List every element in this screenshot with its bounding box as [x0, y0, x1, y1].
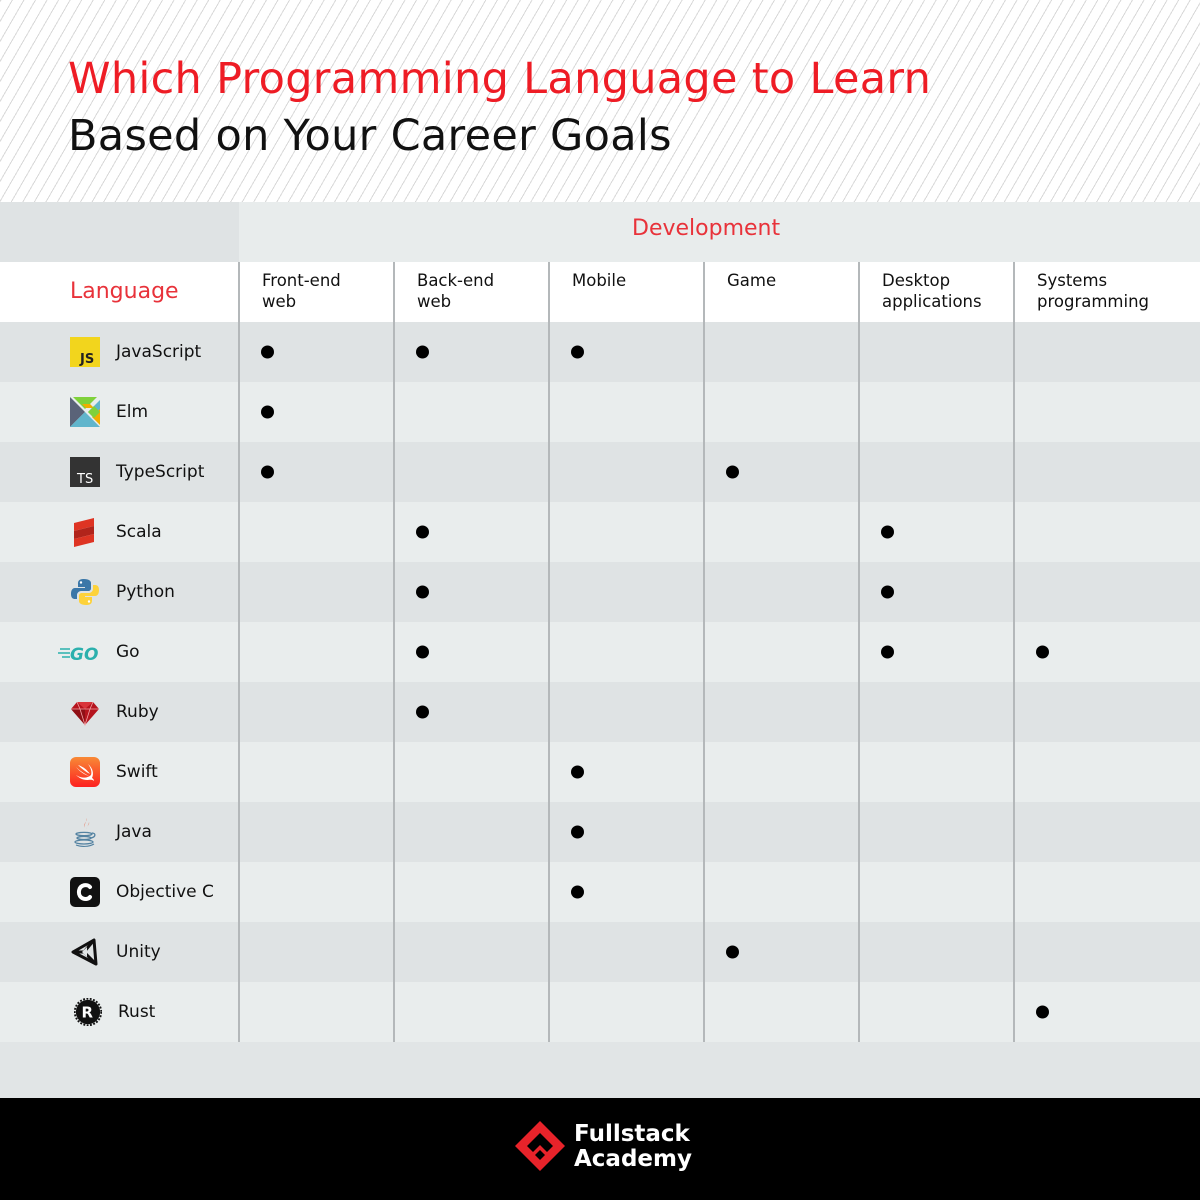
column-divider — [858, 262, 860, 1042]
column-header-line: Mobile — [572, 271, 627, 290]
table-row: Objective C — [0, 862, 1200, 922]
check-dot — [571, 825, 584, 839]
brand-line-2: Academy — [574, 1146, 692, 1172]
column-divider — [393, 262, 395, 1042]
svg-text:JS: JS — [79, 352, 94, 367]
table-row: Scala — [0, 502, 1200, 562]
brand-line-1: Fullstack — [574, 1121, 690, 1147]
svg-text:GO: GO — [70, 645, 98, 665]
fullstack-academy-brand: Fullstack Academy — [574, 1122, 692, 1172]
language-name: Objective C — [116, 882, 214, 902]
check-dot — [726, 465, 739, 479]
column-divider — [238, 262, 240, 1042]
unity-icon — [71, 938, 98, 966]
column-divider — [1013, 262, 1015, 1042]
group-header-band — [239, 202, 1200, 262]
check-dot — [416, 585, 429, 599]
table-row: TS TypeScript — [0, 442, 1200, 502]
language-name: Python — [116, 582, 175, 602]
check-dot — [1036, 1005, 1049, 1019]
check-dot — [261, 465, 274, 479]
check-dot — [416, 345, 429, 359]
language-name: Java — [116, 822, 152, 842]
language-name: TypeScript — [116, 462, 205, 482]
language-name: JavaScript — [116, 342, 202, 362]
check-dot — [571, 765, 584, 779]
table-row: R Rust — [0, 982, 1200, 1042]
typescript-icon: TS — [70, 457, 100, 487]
check-dot — [571, 885, 584, 899]
table-row: Unity — [0, 922, 1200, 982]
table-row: JS JavaScript — [0, 322, 1200, 382]
column-header-line: applications — [882, 292, 982, 311]
python-icon — [71, 579, 99, 605]
column-divider — [548, 262, 550, 1042]
objective-c-icon — [70, 877, 100, 907]
column-header-front-end-web: Front-end web — [262, 270, 341, 312]
footer — [0, 1098, 1200, 1200]
scala-icon — [74, 518, 94, 547]
column-header-line: web — [417, 292, 452, 311]
column-header-back-end-web: Back-end web — [417, 270, 494, 312]
language-name: Swift — [116, 762, 158, 782]
language-column-header: Language — [70, 279, 179, 304]
table-row: Swift — [0, 742, 1200, 802]
language-name: Unity — [116, 942, 161, 962]
column-header-desktop-applications: Desktop applications — [882, 270, 982, 312]
language-name: Scala — [116, 522, 162, 542]
check-dot — [571, 345, 584, 359]
column-header-line: Back-end — [417, 271, 495, 290]
check-dot — [261, 345, 274, 359]
column-header-systems-programming: Systems programming — [1037, 270, 1149, 312]
check-dot — [416, 525, 429, 539]
check-dot — [881, 645, 894, 659]
svg-text:R: R — [81, 1004, 93, 1022]
table-row: Ruby — [0, 682, 1200, 742]
hero-header: Which Programming Language to Learn Base… — [0, 0, 1200, 202]
column-header-mobile: Mobile — [572, 270, 626, 291]
column-header-row — [0, 262, 1200, 322]
column-header-line: Front-end — [262, 271, 341, 290]
column-divider — [703, 262, 705, 1042]
rust-icon: R — [74, 998, 102, 1026]
title-line-1: Which Programming Language to Learn — [68, 54, 932, 104]
check-dot — [416, 645, 429, 659]
title-line-2: Based on Your Career Goals — [68, 111, 672, 161]
language-name: Elm — [116, 402, 149, 422]
column-header-line: Game — [727, 271, 777, 290]
check-dot — [1036, 645, 1049, 659]
check-dot — [881, 525, 894, 539]
table-row: Elm — [0, 382, 1200, 442]
column-header-line: Desktop — [882, 271, 951, 290]
check-dot — [261, 405, 274, 419]
swift-icon — [70, 757, 100, 787]
java-icon — [74, 818, 96, 847]
column-header-line: programming — [1037, 292, 1150, 311]
table-row: Java — [0, 802, 1200, 862]
check-dot — [416, 705, 429, 719]
check-dot — [726, 945, 739, 959]
column-header-line: Systems — [1037, 271, 1108, 290]
group-header-development: Development — [632, 216, 781, 241]
svg-text:TS: TS — [76, 472, 93, 487]
language-name: Rust — [118, 1002, 156, 1022]
table-row: Python — [0, 562, 1200, 622]
column-header-line: web — [262, 292, 297, 311]
elm-icon — [70, 397, 100, 427]
ruby-icon — [71, 701, 99, 727]
check-dot — [881, 585, 894, 599]
column-header-game: Game — [727, 270, 776, 291]
table-row: GO Go — [0, 622, 1200, 682]
go-icon: GO — [58, 645, 98, 665]
language-name: Ruby — [116, 702, 159, 722]
group-header-blank — [0, 202, 239, 262]
language-name: Go — [116, 642, 140, 662]
fullstack-logo-icon — [515, 1121, 565, 1171]
table-bottom-padding — [0, 1042, 1200, 1098]
javascript-icon: JS — [70, 337, 100, 367]
